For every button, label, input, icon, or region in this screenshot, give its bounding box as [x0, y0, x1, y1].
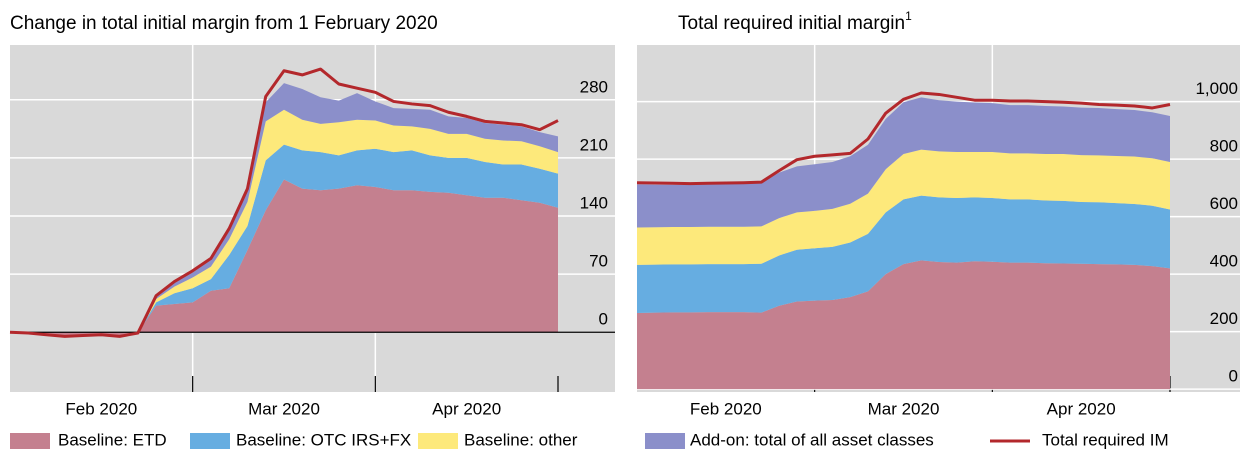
area	[637, 195, 1170, 313]
y-tick-label: 0	[599, 310, 608, 329]
legend-label: Total required IM	[1042, 430, 1169, 449]
y-tick-label: 600	[1210, 194, 1238, 213]
chart-title: Change in total initial margin from 1 Fe…	[10, 13, 438, 34]
y-tick-label: 400	[1210, 252, 1238, 271]
title-note: 1	[905, 9, 912, 23]
x-tick-label: Mar 2020	[868, 399, 940, 418]
line	[9, 67, 559, 338]
line	[636, 91, 1171, 186]
legend-swatch	[645, 433, 685, 449]
area	[637, 149, 1170, 265]
x-tick-label: Feb 2020	[690, 399, 762, 418]
legend-label: Add-on: total of all asset classes	[690, 430, 934, 449]
legend-swatch	[190, 433, 230, 449]
legend-label: Baseline: other	[464, 430, 578, 449]
area	[637, 260, 1170, 390]
y-tick-label: 210	[580, 135, 608, 154]
legend-swatch	[418, 433, 458, 449]
y-tick-label: 280	[580, 77, 608, 96]
title-text: Change in total initial margin from 1 Fe…	[10, 13, 438, 34]
x-tick-label: Feb 2020	[65, 399, 137, 418]
area	[10, 179, 558, 337]
area	[637, 97, 1170, 228]
x-tick-label: Mar 2020	[248, 399, 320, 418]
chart-title: Total required initial margin1	[678, 9, 912, 34]
y-tick-label: 1,000	[1195, 79, 1238, 98]
y-tick-label: 200	[1210, 309, 1238, 328]
x-tick-label: Apr 2020	[1047, 399, 1116, 418]
y-tick-label: 70	[589, 252, 608, 271]
y-tick-label: 0	[1229, 367, 1238, 386]
y-tick-label: 140	[580, 193, 608, 212]
legend-swatch	[10, 433, 50, 449]
legend-label: Baseline: ETD	[58, 430, 167, 449]
title-text: Total required initial margin	[678, 13, 905, 34]
y-tick-label: 800	[1210, 137, 1238, 156]
x-tick-label: Apr 2020	[432, 399, 501, 418]
legend-label: Baseline: OTC IRS+FX	[236, 430, 411, 449]
